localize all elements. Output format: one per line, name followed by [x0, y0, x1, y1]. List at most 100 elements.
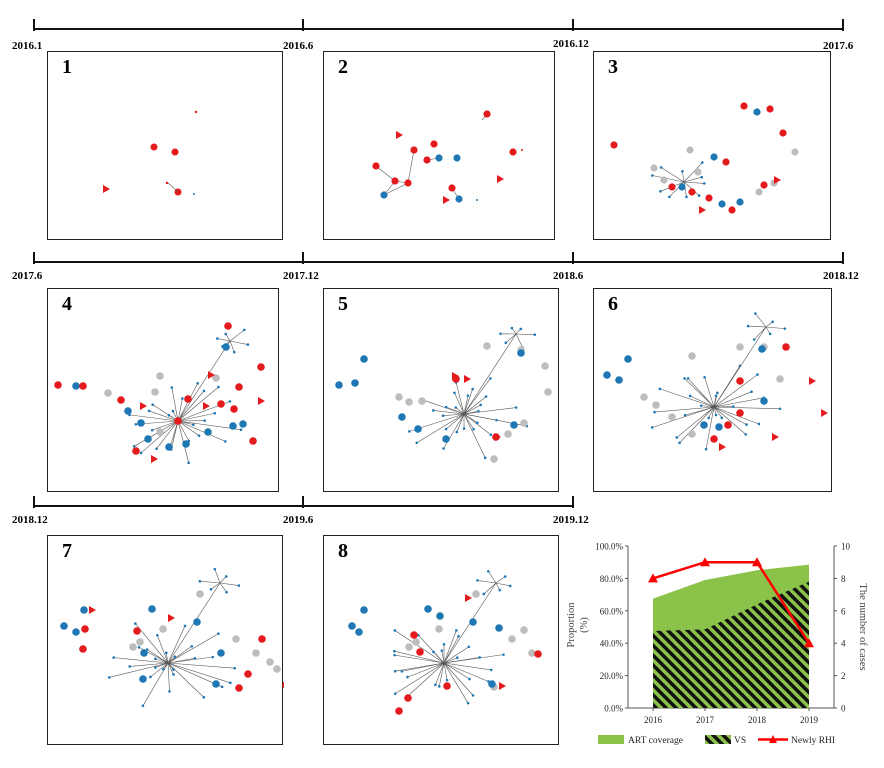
timeline-row-2-bracket [33, 252, 844, 264]
network-node [440, 649, 444, 652]
network-node [430, 140, 438, 148]
network-node [724, 421, 732, 429]
network-node [154, 657, 157, 661]
network-edge [713, 395, 717, 408]
network-node [246, 343, 250, 346]
network-node [393, 692, 397, 695]
y-tick-label-left: 20.0% [600, 671, 624, 681]
network-node [196, 590, 204, 598]
network-node [194, 110, 198, 114]
network-edge [463, 378, 491, 415]
network-node [771, 320, 774, 324]
network-edge [177, 340, 231, 422]
network-node [209, 588, 213, 591]
panel-number: 3 [608, 56, 618, 78]
network-node [360, 355, 368, 363]
network-edge [463, 413, 497, 421]
network-edge [748, 325, 767, 328]
network-edge [708, 406, 715, 419]
network-node [235, 383, 243, 391]
network-node [72, 628, 80, 636]
network-edge [654, 406, 715, 413]
network-triangle [258, 397, 265, 405]
network-node [412, 638, 420, 646]
network-graph [610, 102, 799, 214]
network-node [257, 363, 265, 371]
network-node [715, 423, 723, 431]
network-edge [676, 406, 715, 438]
network-node [520, 419, 528, 427]
network-node [467, 645, 471, 649]
network-node [668, 183, 676, 191]
network-edge [679, 406, 715, 444]
marker-newly-rhi [752, 557, 762, 567]
network-node [424, 605, 432, 613]
network-node [757, 422, 761, 426]
network-node [132, 447, 140, 455]
network-node [81, 625, 89, 633]
network-node [756, 373, 759, 376]
network-node [652, 401, 660, 409]
network-node [650, 426, 654, 429]
network-node [224, 332, 228, 336]
network-node [603, 371, 611, 379]
network-node [437, 685, 441, 688]
network-node [217, 385, 220, 389]
network-edge [455, 382, 465, 415]
network-node [533, 333, 537, 336]
network-node [750, 390, 753, 394]
network-node [703, 376, 706, 379]
network-edge [443, 630, 457, 664]
network-node [503, 575, 507, 578]
network-edge [135, 623, 169, 664]
y-tick-label-right: 10 [841, 542, 851, 552]
network-node [683, 413, 687, 417]
network-node [232, 635, 240, 643]
network-edge [129, 414, 179, 422]
network-node [688, 352, 696, 360]
network-node [504, 341, 508, 345]
network-node [488, 680, 496, 688]
network-edge [463, 404, 481, 415]
network-node [148, 605, 156, 613]
network-node [519, 327, 523, 331]
x-tick-label: 2018 [748, 715, 767, 725]
network-node [423, 156, 431, 164]
x-tick-label: 2016 [644, 715, 663, 725]
network-triangle [443, 196, 450, 204]
network-node [752, 338, 756, 341]
network-node [156, 428, 164, 436]
network-node [193, 657, 197, 660]
network-edge [435, 662, 445, 685]
network-edge [229, 340, 235, 353]
network-node [483, 342, 491, 350]
network-edge [687, 378, 715, 408]
network-triangle [772, 433, 779, 441]
network-triangle [208, 371, 215, 379]
network-edge [418, 634, 445, 664]
network-edge [167, 646, 192, 664]
network-node [79, 382, 87, 390]
network-node [471, 694, 475, 697]
network-edge [395, 662, 445, 672]
network-node [224, 322, 232, 330]
network-edge [713, 391, 752, 408]
network-node [60, 622, 68, 630]
network-node [380, 191, 388, 199]
network-node [134, 622, 137, 625]
panel-number: 7 [62, 540, 72, 562]
network-node [239, 428, 243, 432]
network-panel-1: 1 [47, 51, 283, 240]
network-node [714, 413, 718, 417]
network-edge [150, 662, 169, 678]
network-node [242, 328, 246, 332]
network-node [190, 644, 194, 648]
network-edge [463, 413, 492, 436]
network-node [239, 420, 247, 428]
panel-number: 1 [62, 56, 72, 78]
network-edge [422, 399, 465, 415]
network-node [393, 649, 396, 653]
network-node [435, 625, 443, 633]
network-node [72, 382, 80, 390]
network-node [541, 362, 549, 370]
